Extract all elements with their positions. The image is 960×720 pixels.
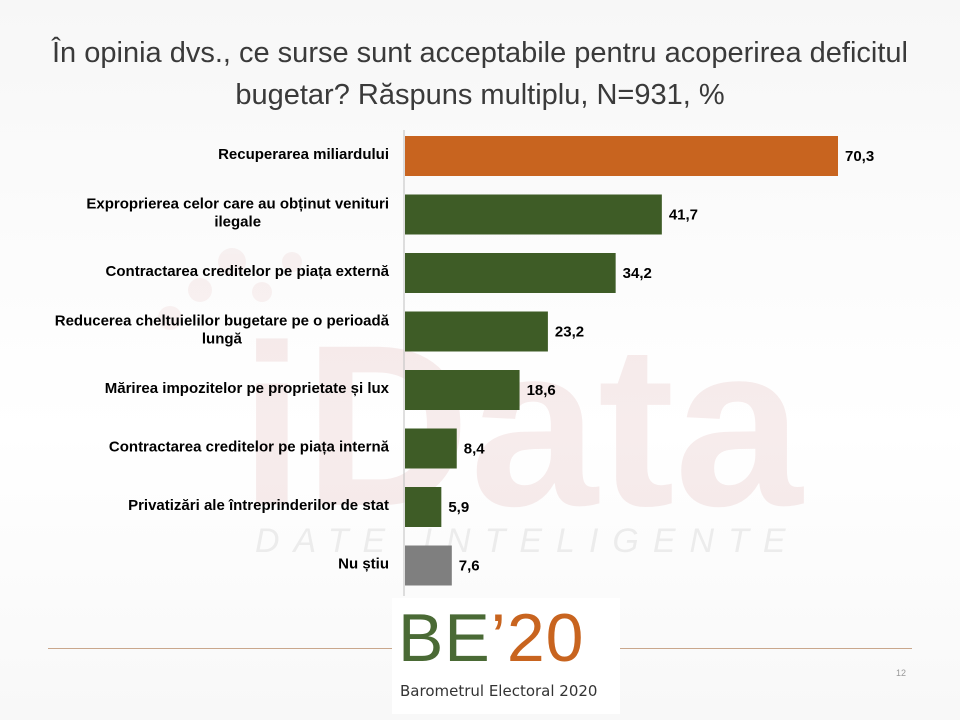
bar-value-label: 70,3: [845, 148, 874, 165]
bar: [405, 194, 662, 235]
category-label: Contractarea creditelor pe piața externă: [106, 263, 390, 280]
page-number: 12: [896, 668, 907, 678]
category-label: Privatizări ale întreprinderilor de stat: [128, 497, 389, 514]
logo-be: BE: [398, 600, 491, 676]
logo-apostrophe: ’: [490, 600, 507, 676]
bar: [405, 428, 457, 469]
category-label: Nu știu: [338, 556, 389, 573]
be20-logo: BE’20 Barometrul Electoral 2020: [392, 598, 620, 714]
category-label: Contractarea creditelor pe piața internă: [109, 439, 390, 456]
bar: [405, 136, 838, 176]
bar-value-label: 7,6: [459, 558, 480, 575]
watermark-tagline: DATE INTELIGENTE: [255, 522, 800, 560]
bar: [405, 487, 442, 527]
bar: [405, 311, 548, 352]
category-label: Reducerea cheltuielilor bugetare pe o pe…: [55, 313, 390, 348]
bar: [405, 370, 520, 410]
bar-value-label: 41,7: [669, 207, 698, 224]
logo-year: 20: [506, 600, 585, 676]
bar-value-label: 34,2: [623, 265, 652, 282]
category-label: Recuperarea miliardului: [218, 146, 389, 163]
bar-value-label: 23,2: [555, 324, 584, 341]
bar: [405, 545, 452, 586]
category-label: Mărirea impozitelor pe proprietate și lu…: [105, 380, 390, 397]
bar-value-label: 5,9: [448, 499, 469, 516]
logo-subtitle: Barometrul Electoral 2020: [400, 682, 598, 700]
bar: [405, 253, 616, 293]
chart-title: În opinia dvs., ce surse sunt acceptabil…: [52, 37, 908, 111]
bar-value-label: 8,4: [464, 441, 486, 458]
logo-mark: BE’20: [398, 598, 584, 678]
category-label: Exproprierea celor care au obținut venit…: [86, 196, 389, 231]
bar-value-label: 18,6: [527, 382, 556, 399]
